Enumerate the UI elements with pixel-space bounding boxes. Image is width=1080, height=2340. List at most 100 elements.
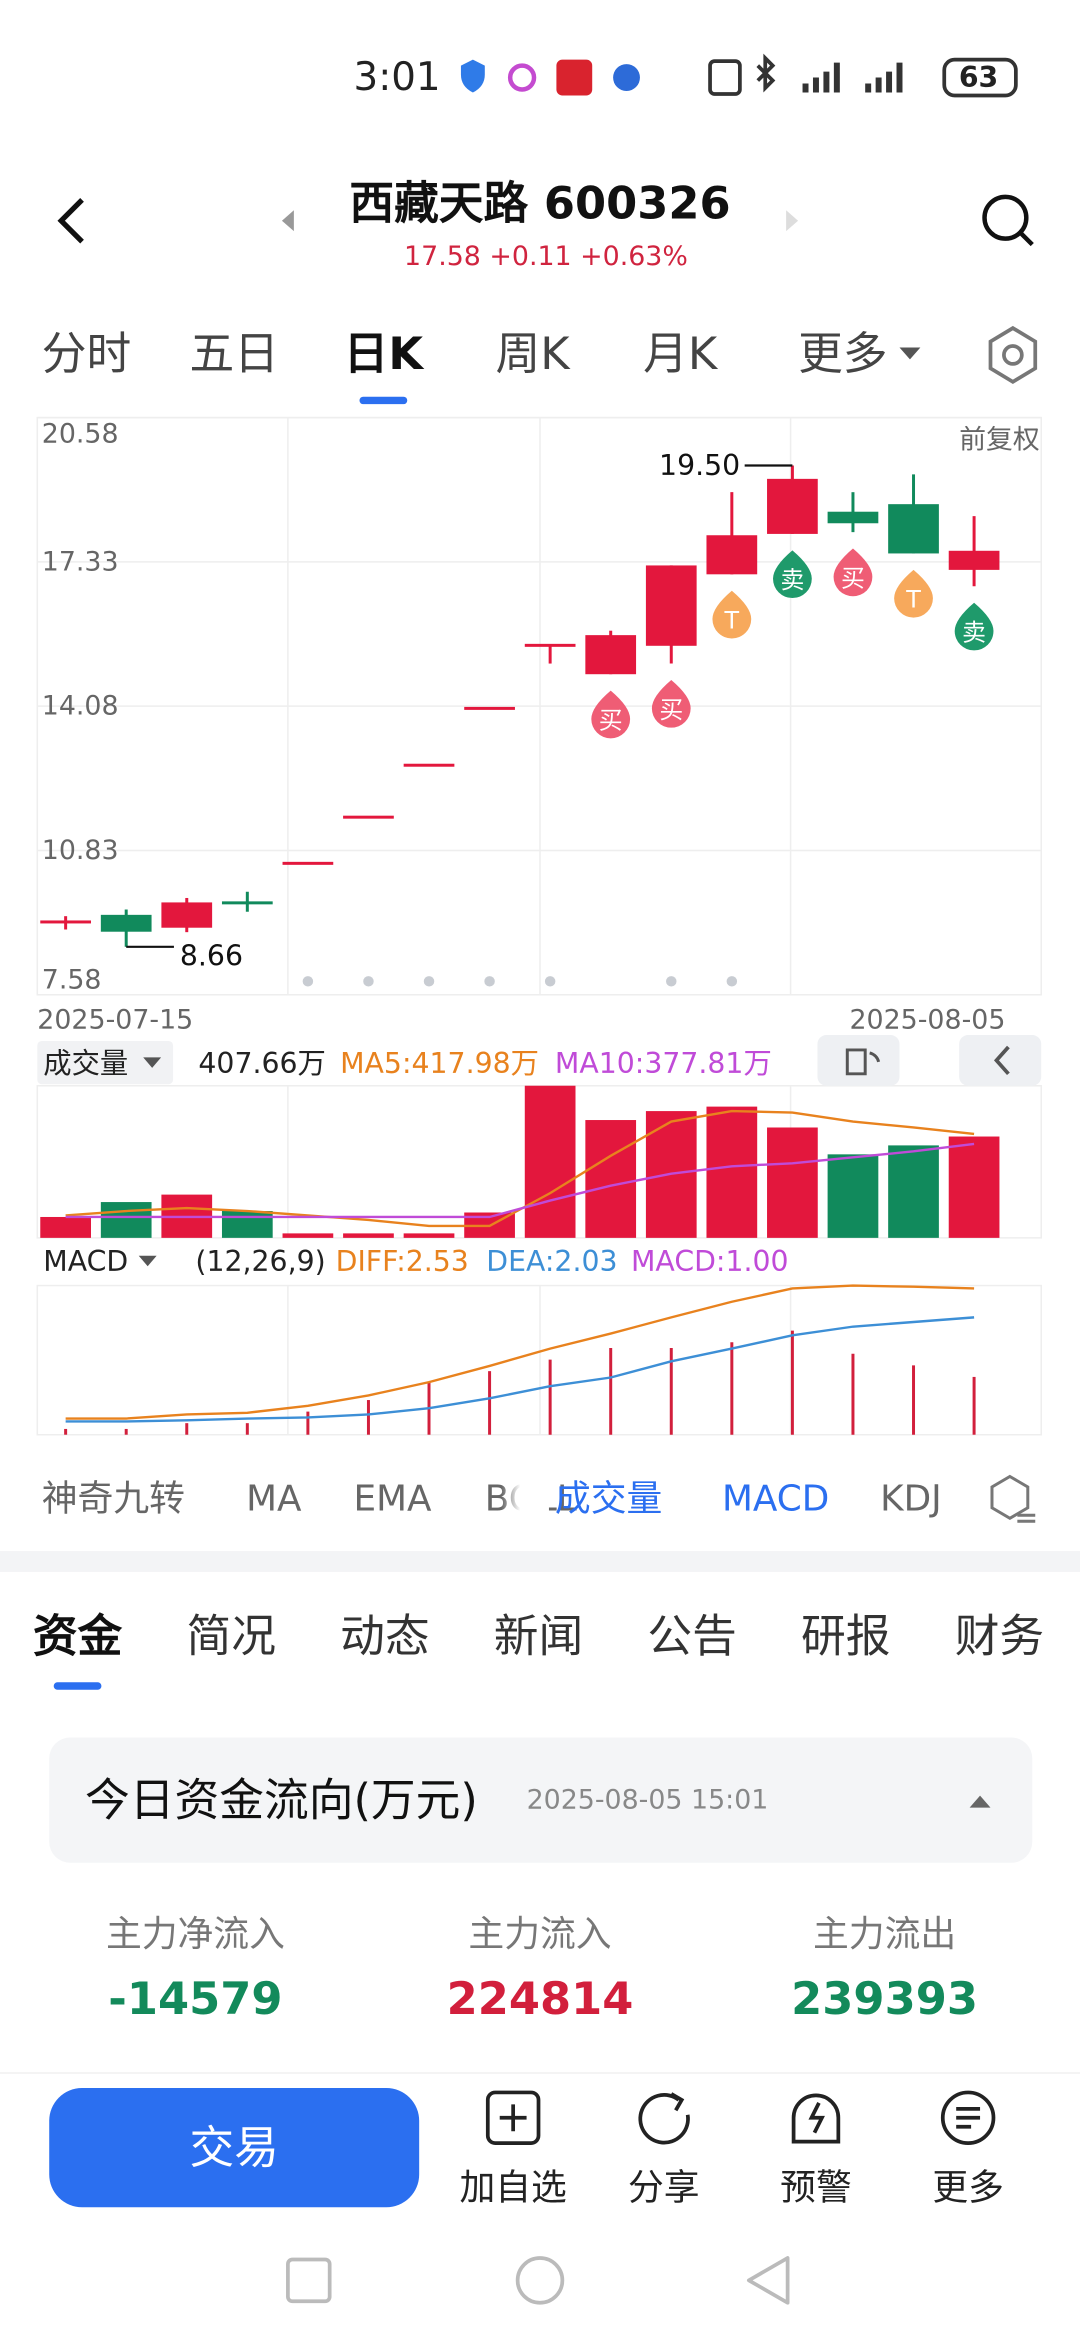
info-tab[interactable]: 简况 — [186, 1610, 275, 1663]
action-label[interactable]: 加自选 — [459, 2167, 566, 2208]
nav-home[interactable] — [515, 2256, 565, 2305]
info-tabs: 资金 简况 动态 新闻 公告 研报 财务 — [33, 1610, 1044, 1690]
volume-bar — [282, 1233, 334, 1238]
y-tick-label: 20.58 — [42, 418, 119, 449]
signal-label: 买 — [659, 696, 683, 724]
signal-bubble[interactable] — [591, 690, 631, 739]
candle-body — [827, 511, 879, 524]
period-tab[interactable]: 月K — [643, 327, 719, 380]
rotate-button[interactable] — [817, 1035, 900, 1086]
volume-bar — [948, 1136, 1000, 1238]
indicator-tab[interactable]: EMA — [354, 1478, 432, 1519]
action-label[interactable]: 预警 — [780, 2167, 852, 2208]
legend-entry: MA10:377.81万 — [555, 1047, 772, 1080]
info-tab[interactable]: 公告 — [647, 1610, 736, 1663]
period-tab[interactable]: 周K — [495, 327, 571, 380]
macd-params: (12,26,9) — [195, 1245, 325, 1278]
adjust-label[interactable]: 前复权 — [959, 424, 1039, 455]
signal-bubble[interactable] — [712, 590, 752, 639]
macd-line — [65, 1284, 975, 1420]
info-tab[interactable]: 财务 — [955, 1610, 1044, 1663]
settings-button[interactable] — [988, 325, 1038, 384]
action-label[interactable]: 分享 — [628, 2167, 700, 2208]
candle-body — [948, 550, 1000, 570]
period-tab[interactable]: 分时 — [42, 327, 131, 380]
fund-card — [49, 1737, 1033, 1863]
battery — [942, 57, 1018, 98]
signal-label: 卖 — [780, 566, 804, 594]
legend-entry: DEA:2.03 — [486, 1245, 617, 1278]
share-icon — [638, 2092, 690, 2145]
stock-quote: 17.58 +0.11 +0.63% — [404, 241, 688, 272]
signal-bubble[interactable] — [773, 550, 812, 599]
volume-bar — [706, 1106, 758, 1238]
period-tab[interactable]: 五日 — [189, 327, 278, 380]
marker-dot — [423, 976, 435, 987]
candle-body — [767, 478, 818, 534]
signal-bubble[interactable] — [833, 548, 873, 597]
search-button[interactable] — [982, 194, 1034, 247]
status-icon — [613, 64, 640, 91]
legend-entry: MA5:417.98万 — [340, 1047, 539, 1080]
add-icon — [499, 2104, 527, 2132]
x-tick-label: 2025-07-15 — [37, 1005, 193, 1036]
signal-bubble[interactable] — [651, 679, 691, 728]
trade-button[interactable] — [49, 2087, 420, 2208]
macd-title[interactable]: MACD — [43, 1245, 128, 1278]
nav-back[interactable] — [746, 2256, 790, 2305]
volume-bar — [40, 1216, 91, 1238]
volume-selector[interactable] — [37, 1040, 174, 1085]
collapse-arrow[interactable] — [969, 1795, 991, 1808]
signal-label: T — [724, 607, 740, 635]
marker-dot — [544, 976, 556, 987]
add-icon — [485, 2090, 541, 2145]
marker-dot — [363, 976, 374, 987]
volume-bar — [827, 1154, 879, 1238]
x-tick-label: 2025-08-05 — [849, 1005, 1005, 1036]
volume-title: 成交量 — [43, 1047, 128, 1080]
action-label[interactable]: 更多 — [932, 2167, 1004, 2208]
back-button[interactable] — [57, 198, 84, 244]
fund-label: 主力流出 — [813, 1914, 956, 1955]
prev-stock[interactable] — [281, 210, 294, 232]
signal-label: T — [905, 586, 921, 614]
y-tick-label: 7.58 — [42, 964, 102, 995]
period-tab[interactable]: 更多 — [798, 327, 887, 380]
next-stock[interactable] — [786, 210, 799, 232]
fund-value: -14579 — [108, 1972, 282, 2025]
info-tab[interactable]: 动态 — [340, 1610, 429, 1663]
fund-label: 主力净流入 — [106, 1914, 285, 1955]
volume-bar — [100, 1202, 152, 1238]
indicator-tab[interactable]: MACD — [722, 1478, 829, 1519]
more-icon — [956, 2106, 981, 2129]
indicator-tab[interactable]: KDJ — [880, 1478, 942, 1519]
candle-body — [221, 901, 273, 905]
candle-body — [524, 643, 576, 647]
signal-bubble[interactable] — [894, 569, 933, 618]
volume-bar — [343, 1233, 394, 1238]
signal-label: 买 — [841, 564, 865, 592]
indicator-tab[interactable]: MA — [246, 1478, 302, 1519]
indicator-settings[interactable] — [990, 1474, 1036, 1523]
collapse-button[interactable] — [959, 1035, 1042, 1086]
signal-bubble[interactable] — [954, 602, 994, 651]
info-tab[interactable]: 资金 — [33, 1610, 123, 1663]
fund-value: 239393 — [791, 1972, 978, 2025]
volume-bar — [888, 1145, 939, 1238]
info-tab[interactable]: 新闻 — [494, 1610, 583, 1663]
indicator-tab[interactable]: 成交量 — [555, 1478, 662, 1519]
extreme-label: 8.66 — [180, 939, 243, 972]
y-tick-label: 14.08 — [42, 691, 119, 722]
extreme-label: 19.50 — [659, 449, 740, 482]
period-tab[interactable]: 日K — [344, 327, 426, 380]
volume-value: 407.66万 — [198, 1047, 325, 1080]
fund-label: 主力流入 — [468, 1914, 611, 1955]
info-tab[interactable]: 研报 — [801, 1610, 890, 1663]
tab-underline — [53, 1682, 102, 1690]
nav-recent[interactable] — [286, 2257, 332, 2304]
charts: 20.58 17.33 14.08 10.83 7.58 2025-07-15 2025-0… — [37, 416, 1042, 1435]
indicator-tab[interactable]: 神奇九转 — [42, 1478, 185, 1519]
candle-body — [403, 763, 455, 767]
status-icon — [460, 59, 485, 93]
